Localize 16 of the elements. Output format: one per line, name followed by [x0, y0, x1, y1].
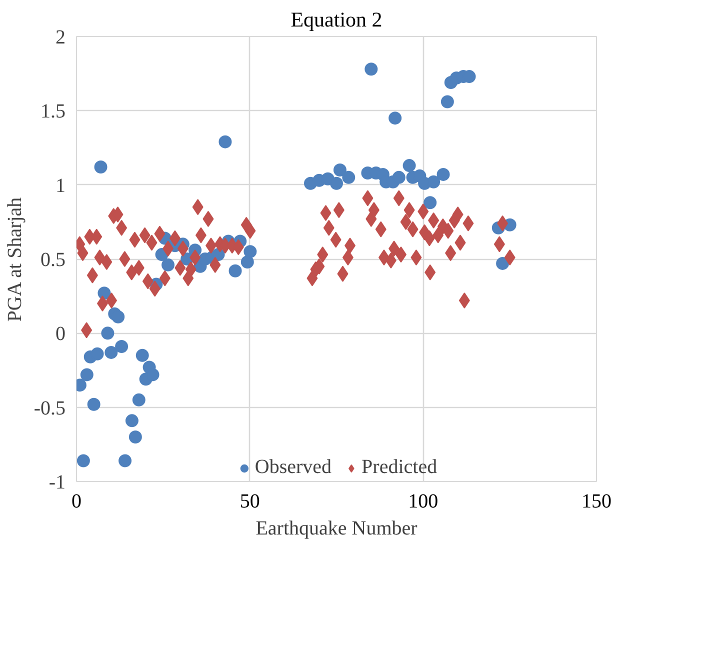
- x-axis-title: Earthquake Number: [256, 518, 418, 540]
- x-tick-label: 0: [72, 490, 82, 512]
- y-tick-label: 1.5: [40, 100, 66, 123]
- y-tick-label: 1: [56, 174, 66, 197]
- chart-title: Equation 2: [290, 8, 382, 32]
- x-tick-label: 100: [408, 490, 438, 512]
- y-tick-label: -1: [48, 472, 66, 494]
- y-tick-label: -0.5: [34, 397, 66, 420]
- y-axis-title: PGA at Sharjah: [4, 197, 26, 322]
- legend-label: Observed: [254, 456, 332, 479]
- y-tick-label: 0.5: [40, 249, 66, 271]
- x-tick-label: 150: [582, 490, 612, 512]
- legend-label: Predicted: [362, 456, 438, 479]
- x-tick-label: 50: [240, 490, 260, 512]
- y-tick-label: 2: [56, 26, 66, 48]
- y-tick-label: 0: [56, 323, 66, 346]
